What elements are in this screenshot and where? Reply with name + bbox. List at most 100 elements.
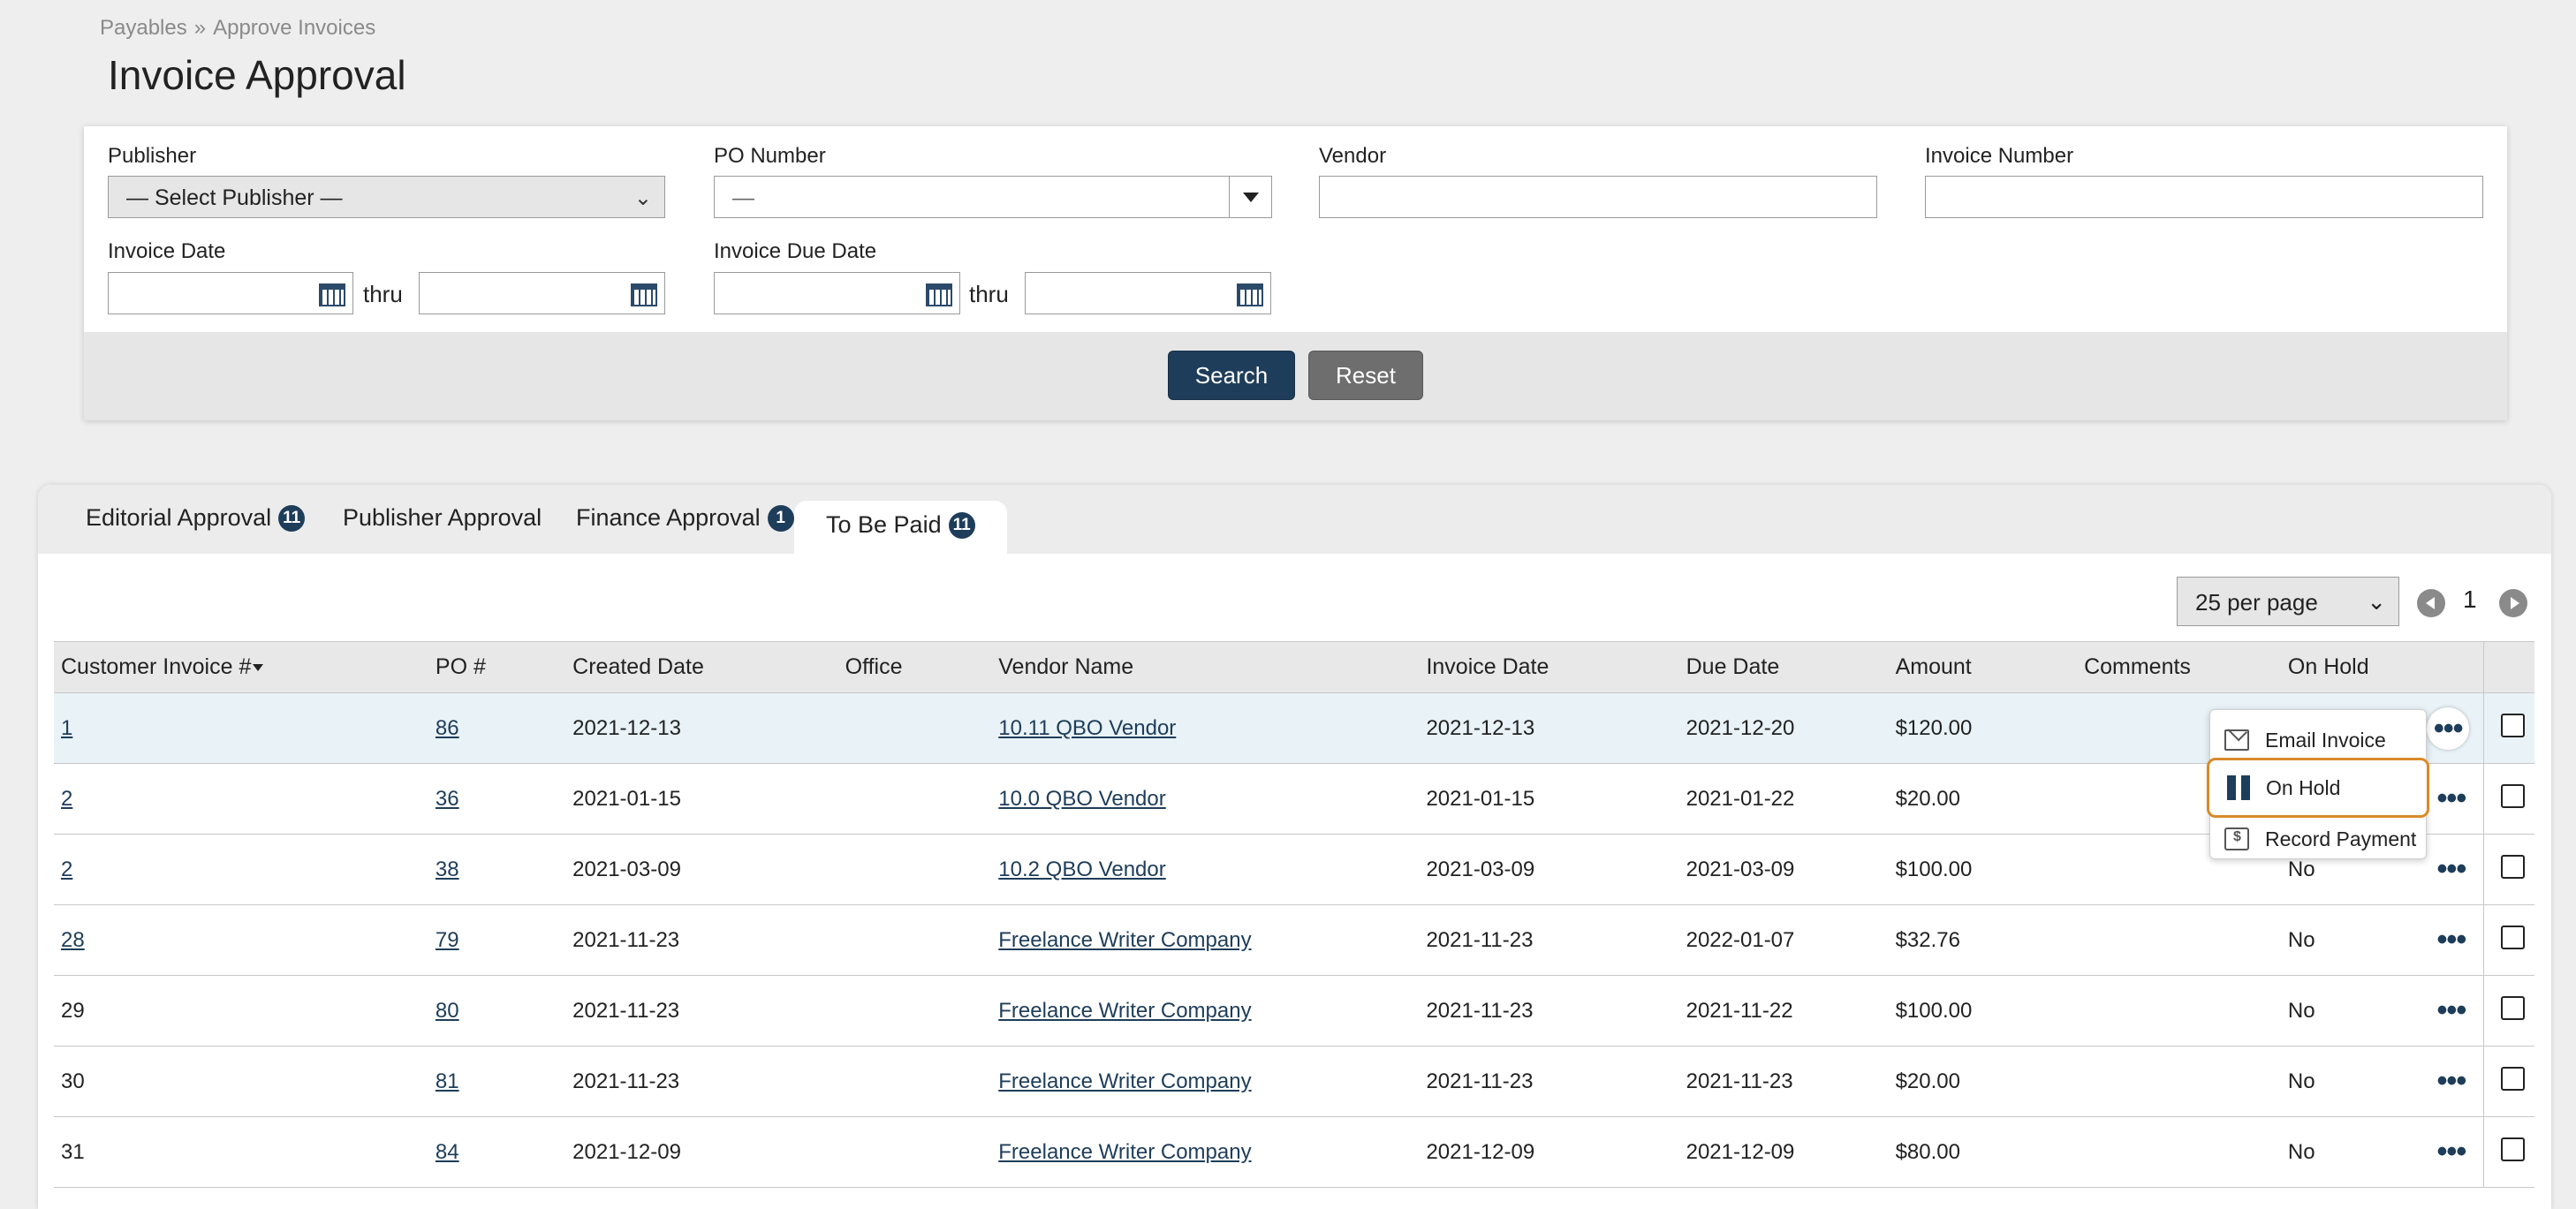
publisher-select[interactable]: — Select Publisher — ⌄ (108, 176, 665, 218)
column-header-amount[interactable]: Amount (1888, 641, 2078, 693)
menu-item-on-hold[interactable]: On Hold (2207, 758, 2429, 818)
po-number-dropdown-button[interactable] (1229, 177, 1271, 217)
tab-label: Publisher Approval (343, 504, 542, 531)
calendar-icon[interactable] (319, 283, 345, 306)
invoice-number-cell: 29 (54, 975, 428, 1047)
more-actions-icon[interactable]: ••• (2436, 1135, 2467, 1168)
row-checkbox[interactable] (2501, 783, 2526, 808)
publisher-select-value: — Select Publisher — (126, 185, 343, 210)
vendor-link[interactable]: Freelance Writer Company (998, 927, 1252, 952)
po-link[interactable]: 86 (435, 715, 459, 740)
on-hold-status: No (2287, 1139, 2315, 1164)
vendor-input[interactable] (1319, 176, 1877, 218)
invoice-due-date-label: Invoice Due Date (714, 239, 877, 263)
calendar-icon[interactable] (1237, 283, 1263, 306)
row-checkbox[interactable] (2501, 1137, 2526, 1161)
filter-panel: Publisher — Select Publisher — ⌄ PO Numb… (84, 126, 2507, 420)
row-checkbox[interactable] (2501, 995, 2526, 1020)
select-cell (2483, 1116, 2534, 1188)
breadcrumb-approve-invoices[interactable]: Approve Invoices (213, 16, 376, 40)
invoice-link[interactable]: 28 (61, 927, 85, 952)
invoice-number-input[interactable] (1925, 176, 2483, 218)
row-checkbox[interactable] (2501, 713, 2526, 737)
breadcrumb-payables[interactable]: Payables (100, 16, 187, 40)
filter-footer: Search Reset (84, 332, 2507, 420)
tab-label: Editorial Approval (86, 504, 272, 531)
vendor-label: Vendor (1319, 144, 1387, 168)
more-actions-icon[interactable]: ••• (2436, 1064, 2467, 1098)
vendor-link[interactable]: 10.0 QBO Vendor (998, 786, 1166, 811)
po-link[interactable]: 36 (435, 786, 459, 811)
po-link[interactable]: 79 (435, 927, 459, 952)
more-actions-icon[interactable]: ••• (2436, 923, 2467, 956)
vendor-link[interactable]: 10.2 QBO Vendor (998, 857, 1166, 881)
vendor-link[interactable]: Freelance Writer Company (998, 1139, 1252, 1164)
menu-item-record-payment[interactable]: Record Payment (2210, 814, 2426, 864)
calendar-icon[interactable] (631, 283, 657, 306)
vendor-link[interactable]: Freelance Writer Company (998, 998, 1252, 1023)
row-checkbox[interactable] (2501, 1066, 2526, 1091)
table-row[interactable]: 31 84 2021-12-09 Freelance Writer Company 20… (54, 1116, 2534, 1188)
vendor-link-cell: 10.2 QBO Vendor (991, 834, 1420, 905)
table-row[interactable]: 2 36 2021-01-15 10.0 QBO Vendor 2021-01-15 20… (54, 763, 2534, 835)
per-page-select[interactable]: 25 per page ⌄ (2177, 577, 2399, 626)
po-link[interactable]: 84 (435, 1139, 459, 1164)
row-checkbox[interactable] (2501, 925, 2526, 949)
invoice-date-from-input[interactable] (108, 272, 353, 314)
po-link[interactable]: 80 (435, 998, 459, 1023)
table-row[interactable]: 30 81 2021-11-23 Freelance Writer Company 20… (54, 1046, 2534, 1117)
on-hold-status-cell: No ••• (2280, 904, 2484, 976)
table-row[interactable]: 2 38 2021-03-09 10.2 QBO Vendor 2021-03-09 20… (54, 834, 2534, 905)
row-checkbox[interactable] (2501, 854, 2526, 879)
table-row[interactable]: 1 86 2021-12-13 10.11 QBO Vendor 2021-12-13 2… (54, 692, 2534, 764)
calendar-icon[interactable] (926, 283, 952, 306)
po-link[interactable]: 81 (435, 1069, 459, 1093)
comments-cell (2077, 904, 2281, 976)
column-header-comments[interactable]: Comments (2077, 641, 2281, 693)
breadcrumb-separator: » (193, 16, 207, 40)
table-row[interactable]: 28 79 2021-11-23 Freelance Writer Company 20… (54, 904, 2534, 976)
due-date-from-input[interactable] (714, 272, 960, 314)
column-header-created-date[interactable]: Created Date (565, 641, 838, 693)
table-row[interactable]: 29 80 2021-11-23 Freelance Writer Company 20… (54, 975, 2534, 1047)
column-header-invoice-date[interactable]: Invoice Date (1419, 641, 1679, 693)
column-header-on-hold[interactable]: On Hold (2280, 641, 2484, 693)
more-actions-icon[interactable]: ••• (2436, 782, 2467, 815)
column-header-customer-invoice[interactable]: Customer Invoice # (54, 641, 428, 693)
invoice-link[interactable]: 2 (61, 857, 73, 881)
tab-editorial-approval[interactable]: Editorial Approval 11 (86, 504, 306, 532)
search-button[interactable]: Search (1168, 351, 1295, 400)
vendor-link[interactable]: Freelance Writer Company (998, 1069, 1252, 1093)
more-actions-icon[interactable]: ••• (2427, 707, 2470, 750)
due-date-cell: 2021-11-22 (1678, 975, 1889, 1047)
invoice-date: 2021-12-13 (1426, 715, 1535, 740)
office-cell (837, 1116, 992, 1188)
vendor-link[interactable]: 10.11 QBO Vendor (998, 715, 1177, 740)
column-header-office[interactable]: Office (837, 641, 992, 693)
invoice-link-cell: 2 (54, 763, 428, 835)
more-actions-icon[interactable]: ••• (2436, 852, 2467, 886)
tab-finance-approval[interactable]: Finance Approval 1 (576, 504, 794, 532)
po-number-label: PO Number (714, 144, 826, 168)
count-badge: 11 (948, 511, 975, 539)
created-date-cell: 2021-03-09 (565, 834, 838, 905)
reset-button[interactable]: Reset (1308, 351, 1423, 400)
previous-page-button[interactable] (2417, 589, 2445, 617)
due-date-cell: 2021-01-22 (1678, 763, 1889, 835)
invoice-date-to-input[interactable] (419, 272, 665, 314)
tab-to-be-paid[interactable]: To Be Paid 11 (794, 501, 1007, 558)
menu-item-email-invoice[interactable]: Email Invoice (2210, 715, 2426, 765)
due-date-to-input[interactable] (1025, 272, 1271, 314)
more-actions-icon[interactable]: ••• (2436, 994, 2467, 1027)
created-date: 2021-11-23 (572, 927, 680, 952)
po-link[interactable]: 38 (435, 857, 459, 881)
po-number-combobox[interactable]: — (714, 176, 1272, 218)
invoice-link[interactable]: 1 (61, 715, 73, 740)
next-page-button[interactable] (2499, 589, 2527, 617)
column-header-vendor-name[interactable]: Vendor Name (991, 641, 1420, 693)
column-header-po[interactable]: PO # (428, 641, 566, 693)
tab-publisher-approval[interactable]: Publisher Approval (343, 504, 542, 532)
column-header-due-date[interactable]: Due Date (1678, 641, 1889, 693)
invoice-link[interactable]: 2 (61, 786, 73, 811)
amount: $20.00 (1895, 1069, 1960, 1093)
